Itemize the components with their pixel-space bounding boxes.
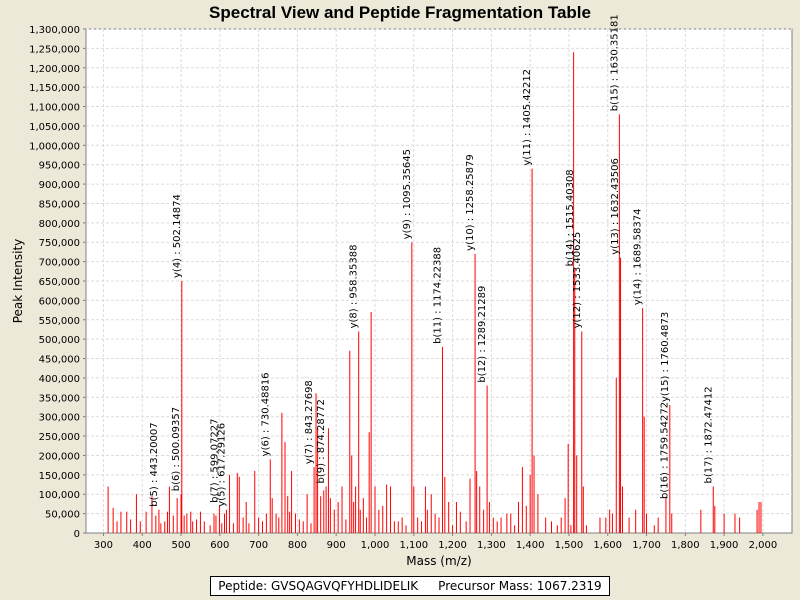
fragment-label: y(13) : 1632.43506 xyxy=(610,158,621,255)
y-tick-label: 200,000 xyxy=(39,451,80,462)
fragment-label: y(10) : 1258.25879 xyxy=(465,154,476,251)
y-tick-label: 1,100,000 xyxy=(29,103,80,114)
x-tick-label: 1,800 xyxy=(671,540,700,551)
y-tick-label: 0 xyxy=(74,529,80,540)
axis-layer: 0 50,000 100,000 150,000 200,000 250,000 300,0… xyxy=(29,25,777,551)
y-tick-label: 250,000 xyxy=(39,432,80,443)
x-tick-label: 1,000 xyxy=(361,540,390,551)
y-tick-label: 700,000 xyxy=(39,258,80,269)
y-tick-label: 1,300,000 xyxy=(29,25,80,36)
y-tick-label: 500,000 xyxy=(39,335,80,346)
chart-title: Spectral View and Peptide Fragmentation … xyxy=(209,3,591,22)
x-tick-label: 1,700 xyxy=(632,540,661,551)
fragment-label: b(9) : 874.28772 xyxy=(316,399,327,483)
y-tick-label: 50,000 xyxy=(45,510,80,521)
y-tick-label: 950,000 xyxy=(39,161,80,172)
peak-layer xyxy=(107,52,762,533)
x-tick-label: 800 xyxy=(288,540,307,551)
fragment-label: y(7) : 843.27698 xyxy=(304,380,315,464)
y-tick-label: 1,250,000 xyxy=(29,44,80,55)
x-tick-label: 400 xyxy=(133,540,152,551)
y-tick-label: 600,000 xyxy=(39,296,80,307)
x-tick-label: 900 xyxy=(327,540,346,551)
y-tick-label: 750,000 xyxy=(39,238,80,249)
y-tick-label: 350,000 xyxy=(39,393,80,404)
y-tick-label: 1,150,000 xyxy=(29,83,80,94)
fragment-label: b(14) : 1515.40308 xyxy=(565,169,576,266)
y-tick-label: 850,000 xyxy=(39,199,80,210)
fragment-label: y(9) : 1095.35645 xyxy=(402,149,413,239)
x-tick-label: 1,600 xyxy=(593,540,622,551)
annotation-layer: b(5) : 443.20007 b(6) : 500.09357 y(4) : 5… xyxy=(149,14,714,506)
fragment-label: y(11) : 1405.42212 xyxy=(522,69,533,166)
y-tick-label: 1,050,000 xyxy=(29,122,80,133)
x-tick-label: 1,200 xyxy=(438,540,467,551)
x-tick-label: 300 xyxy=(94,540,113,551)
x-tick-label: 1,400 xyxy=(516,540,545,551)
x-tick-label: 1,100 xyxy=(399,540,428,551)
fragment-label: b(15) : 1630.35181 xyxy=(609,14,620,111)
fragment-label: b(5) : 443.20007 xyxy=(149,422,160,506)
fragment-label: b(16) : 1759.54272 xyxy=(659,402,670,499)
fragment-label: y(8) : 958.35388 xyxy=(349,245,360,329)
y-tick-label: 1,000,000 xyxy=(29,141,80,152)
fragment-label: b(6) : 500.09357 xyxy=(171,407,182,491)
fragment-label: y(14) : 1689.58374 xyxy=(633,209,644,306)
fragment-label: y(6) : 730.48816 xyxy=(260,372,271,456)
x-tick-label: 700 xyxy=(249,540,268,551)
precursor-mass-label: Precursor Mass: 1067.2319 xyxy=(438,579,602,593)
y-tick-label: 900,000 xyxy=(39,180,80,191)
x-tick-label: 600 xyxy=(210,540,229,551)
x-tick-label: 500 xyxy=(171,540,190,551)
y-tick-label: 550,000 xyxy=(39,316,80,327)
grid-layer xyxy=(86,28,792,533)
y-tick-label: 300,000 xyxy=(39,413,80,424)
fragment-label: y(15) : 1760.4873 xyxy=(660,312,671,402)
y-tick-label: 150,000 xyxy=(39,471,80,482)
x-tick-label: 1,300 xyxy=(477,540,506,551)
fragment-label: y(5) : 617.29126 xyxy=(216,423,227,507)
y-tick-label: 800,000 xyxy=(39,219,80,230)
y-axis-label: Peak Intensity xyxy=(11,239,25,324)
fragment-label: b(7) : 599.07227 xyxy=(209,419,220,503)
x-tick-label: 1,900 xyxy=(710,540,739,551)
y-tick-label: 400,000 xyxy=(39,374,80,385)
fragment-label: b(11) : 1174.22388 xyxy=(432,247,443,344)
legend-box: Peptide: GVSQAGVQFYHDLIDELIK Precursor M… xyxy=(210,576,610,596)
y-tick-label: 100,000 xyxy=(39,490,80,501)
fragment-label: y(12) : 1533.40625 xyxy=(572,232,583,329)
fragment-label: b(12) : 1289.21289 xyxy=(477,286,488,383)
fragment-label: y(4) : 502.14874 xyxy=(172,194,183,278)
y-tick-label: 650,000 xyxy=(39,277,80,288)
y-tick-label: 1,200,000 xyxy=(29,64,80,75)
x-axis-label: Mass (m/z) xyxy=(406,554,471,568)
x-tick-label: 1,500 xyxy=(555,540,584,551)
peptide-label: Peptide: GVSQAGVQFYHDLIDELIK xyxy=(218,579,419,593)
fragment-label: b(17) : 1872.47412 xyxy=(703,386,714,483)
x-tick-label: 2,000 xyxy=(749,540,778,551)
y-tick-label: 450,000 xyxy=(39,355,80,366)
